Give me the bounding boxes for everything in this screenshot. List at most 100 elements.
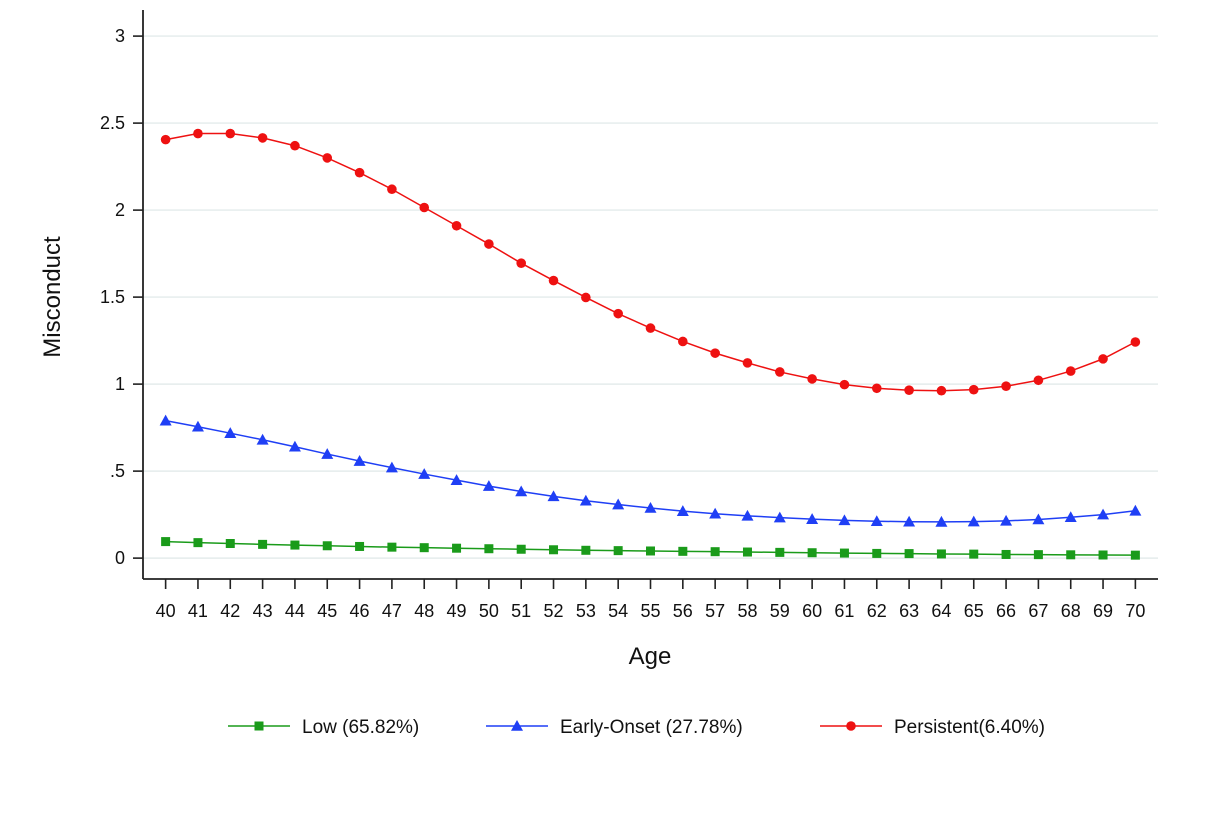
data-point xyxy=(191,420,204,432)
data-point xyxy=(450,474,463,485)
data-point xyxy=(806,513,819,524)
data-point xyxy=(160,134,171,145)
x-tick-label: 40 xyxy=(156,601,176,621)
data-point xyxy=(1001,549,1011,559)
x-tick-label: 67 xyxy=(1028,601,1048,621)
y-tick-label: 3 xyxy=(115,26,125,46)
x-tick-label: 52 xyxy=(544,601,564,621)
data-point xyxy=(484,239,494,249)
x-tick-label: 43 xyxy=(253,601,273,621)
data-point xyxy=(418,468,431,479)
data-point xyxy=(355,541,365,551)
data-point xyxy=(904,385,914,396)
data-point xyxy=(773,511,786,523)
legend-label: Persistent(6.40%) xyxy=(894,717,1045,738)
data-point xyxy=(1033,550,1043,560)
data-point xyxy=(870,515,883,527)
data-point xyxy=(969,549,979,559)
legend-label: Early-Onset (27.78%) xyxy=(560,717,743,738)
x-tick-label: 59 xyxy=(770,601,790,621)
data-point xyxy=(676,505,689,516)
legend-marker xyxy=(254,721,264,731)
x-tick-label: 63 xyxy=(899,601,919,621)
data-point xyxy=(1066,550,1076,560)
x-tick-label: 55 xyxy=(640,601,660,621)
x-tick-label: 69 xyxy=(1093,601,1113,621)
data-point xyxy=(225,128,236,139)
y-tick-label: 2.5 xyxy=(100,113,125,133)
y-tick-label: 2 xyxy=(115,200,125,220)
data-point xyxy=(936,385,947,396)
data-point xyxy=(288,440,301,452)
legend-item-1: Low (65.82%) xyxy=(228,717,419,738)
data-point xyxy=(774,367,785,377)
x-tick-label: 57 xyxy=(705,601,725,621)
x-tick-label: 61 xyxy=(834,601,854,621)
data-point xyxy=(387,184,397,195)
x-tick-label: 41 xyxy=(188,601,208,621)
data-point xyxy=(871,383,882,394)
data-point xyxy=(354,167,365,178)
data-point xyxy=(678,336,688,347)
x-tick-label: 56 xyxy=(673,601,693,621)
data-point xyxy=(516,544,526,554)
data-point xyxy=(839,548,849,558)
x-tick-label: 64 xyxy=(931,601,951,621)
y-tick-label: .5 xyxy=(110,461,125,481)
data-point xyxy=(838,514,851,526)
data-point xyxy=(159,414,172,426)
y-tick-label: 1 xyxy=(115,374,125,394)
x-tick-label: 54 xyxy=(608,601,628,621)
axes xyxy=(142,10,1158,580)
data-point xyxy=(1032,513,1045,525)
legend-marker xyxy=(846,721,856,731)
data-point xyxy=(903,515,916,527)
data-point xyxy=(807,374,817,384)
data-point xyxy=(1065,366,1076,376)
x-tick-label: 62 xyxy=(867,601,887,621)
data-point xyxy=(387,542,397,552)
x-tick-label: 50 xyxy=(479,601,499,621)
data-point xyxy=(256,433,269,445)
data-point xyxy=(1098,550,1108,560)
data-point xyxy=(451,220,462,231)
data-point xyxy=(419,543,429,553)
data-point xyxy=(904,549,914,559)
data-point xyxy=(547,490,560,502)
data-point xyxy=(321,448,334,459)
data-point xyxy=(742,358,753,368)
data-point xyxy=(257,133,268,143)
y-tick-label: 0 xyxy=(115,548,125,568)
data-point xyxy=(644,502,657,513)
data-point xyxy=(613,308,623,319)
data-point xyxy=(193,128,203,139)
data-point xyxy=(290,540,300,550)
data-point xyxy=(839,379,850,390)
y-axis-title: Misconduct xyxy=(39,236,66,358)
data-point xyxy=(741,509,754,521)
data-point xyxy=(807,548,817,558)
x-tick-label: 46 xyxy=(350,601,370,621)
data-point xyxy=(193,538,203,548)
data-point xyxy=(161,537,171,547)
data-point xyxy=(1130,550,1140,560)
legend: Low (65.82%) Early-Onset (27.78%) Persiste… xyxy=(228,717,1045,738)
data-point xyxy=(419,202,430,213)
series-2 xyxy=(159,414,1142,527)
legend-item-2: Early-Onset (27.78%) xyxy=(486,717,743,738)
data-point xyxy=(678,546,688,556)
x-tick-label: 53 xyxy=(576,601,596,621)
data-point xyxy=(968,384,979,395)
legend-item-3: Persistent(6.40%) xyxy=(820,717,1045,738)
data-point xyxy=(322,153,333,163)
data-point xyxy=(258,539,268,549)
data-point xyxy=(548,275,559,286)
data-point xyxy=(1129,504,1142,516)
data-point xyxy=(613,546,623,556)
x-axis-title: Age xyxy=(629,643,672,670)
x-tick-label: 51 xyxy=(511,601,531,621)
data-point xyxy=(225,539,235,549)
data-point xyxy=(709,507,722,519)
